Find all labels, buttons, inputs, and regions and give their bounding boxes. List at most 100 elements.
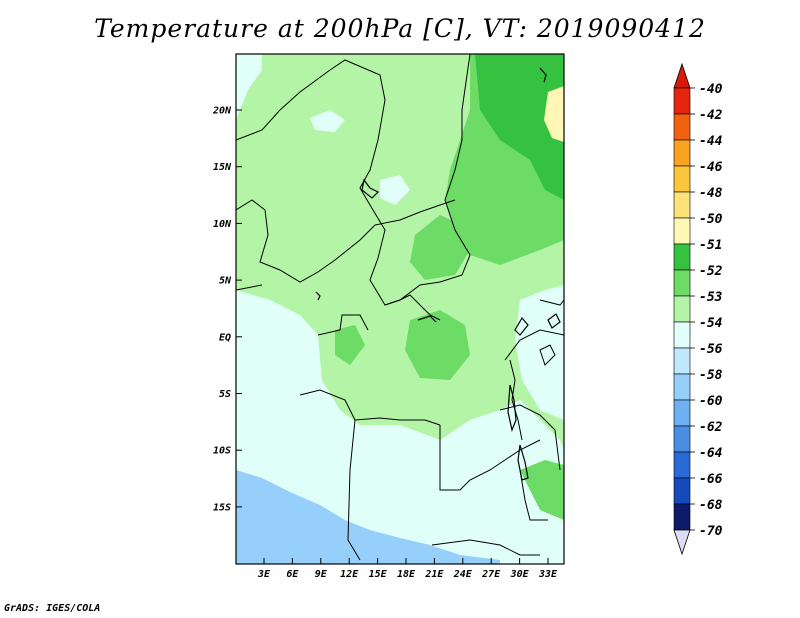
fill-minus-52-patch [335, 325, 365, 365]
lon-tick-label: 27E [481, 569, 501, 580]
lon-tick-label: 15E [369, 569, 388, 580]
colorbar-label: -58 [699, 368, 723, 383]
colorbar-swatch [673, 347, 691, 375]
border-line [499, 404, 561, 471]
colorbar-label: -64 [699, 446, 723, 461]
border-line [374, 199, 456, 226]
lon-tick-label: 3E [257, 569, 271, 580]
colorbar-label: -56 [699, 342, 723, 357]
colorbar-swatch [673, 243, 691, 271]
fill-minus-56-southwest [236, 470, 500, 564]
border-line [347, 419, 361, 561]
fill-minus-52-southeast [520, 460, 564, 520]
lake-outline [417, 315, 437, 323]
lat-tick-label: EQ [219, 332, 231, 343]
border-line [384, 294, 441, 321]
colorbar-label: -53 [699, 290, 723, 305]
border-line [236, 284, 263, 291]
lake-outline [514, 316, 529, 336]
colorbar-swatch [673, 269, 691, 297]
colorbar-swatch [673, 399, 691, 427]
colorbar-top-arrow [673, 62, 691, 89]
colorbar-label: -48 [699, 186, 723, 201]
colorbar-label: -62 [699, 420, 723, 435]
lake-outline [539, 67, 547, 83]
border-line [439, 425, 541, 491]
map-frame [235, 53, 565, 565]
fill-minus-51-northeast [475, 54, 564, 200]
lakes [315, 67, 561, 481]
fill-minus-54-northwest [236, 54, 262, 120]
border-line [539, 299, 564, 306]
fill-minus-52-basin [405, 310, 470, 380]
border-line [317, 314, 369, 336]
colorbar-swatch [673, 477, 691, 505]
fill-minus-54-south [236, 290, 564, 564]
lat-tick-label: 20N [212, 106, 232, 117]
border-line [504, 329, 564, 361]
colorbar-label: -70 [699, 524, 723, 539]
colorbar-swatch [673, 87, 691, 115]
colorbar-swatch [673, 191, 691, 219]
fill-minus-52-central [410, 215, 470, 280]
lat-tick-label: 15S [213, 502, 231, 513]
colorbar-swatch [673, 451, 691, 479]
colorbar-label: -46 [699, 160, 723, 175]
lat-tick-label: 5S [219, 389, 231, 400]
colorbar-label: -68 [699, 498, 723, 513]
border-line [519, 469, 548, 521]
lat-tick-label: 15N [213, 162, 232, 173]
fill-minus-54-patch-1 [310, 110, 345, 132]
colorbar-swatch [673, 425, 691, 453]
border-line [236, 199, 376, 283]
temperature-field [236, 54, 564, 564]
colorbar-label: -66 [699, 472, 723, 487]
colorbar-swatch [673, 373, 691, 401]
lake-outline [507, 384, 517, 433]
colorbar-label: -52 [699, 264, 723, 279]
lat-tick-label: 5N [219, 276, 232, 287]
lon-tick-label: 18E [397, 569, 416, 580]
colorbar-label: -51 [699, 238, 722, 253]
colorbar-swatch [673, 321, 691, 349]
credit-text: GrADS: IGES/COLA [4, 603, 101, 614]
fill-minus-54-east [515, 285, 564, 420]
colorbar-label: -50 [699, 212, 723, 227]
border-line [509, 359, 523, 441]
map-title: Temperature at 200hPa [C], VT: 201909041… [94, 14, 706, 43]
border-line [299, 389, 441, 426]
colorbar-label: -42 [699, 108, 723, 123]
longitude-axis: 3E 6E 9E 12E 15E 18E 21E 24E 27E 30E 33E [257, 558, 558, 580]
colorbar-label: -60 [699, 394, 723, 409]
colorbar-swatch [673, 295, 691, 323]
colorbar-label: -44 [699, 134, 723, 149]
lake-outline [315, 291, 321, 301]
colorbar: -40 -42 -44 -46 -48 -50 -51 -52 -53 -54 -56 -58 -60 -… [673, 62, 723, 556]
border-line [431, 539, 540, 556]
country-borders [236, 54, 564, 561]
border-line [236, 54, 471, 306]
colorbar-swatch [673, 113, 691, 141]
colorbar-bottom-arrow [673, 529, 691, 556]
lon-tick-label: 6E [286, 569, 299, 580]
border-line [539, 344, 556, 366]
colorbar-swatch [673, 165, 691, 193]
colorbar-swatch [673, 139, 691, 167]
lat-tick-label: 10N [213, 219, 232, 230]
latitude-axis: 20N 15N 10N 5N EQ 5S 10S 15S [212, 106, 242, 513]
lon-tick-label: 12E [340, 569, 359, 580]
lon-tick-label: 30E [510, 569, 530, 580]
lon-tick-label: 33E [538, 569, 558, 580]
lon-tick-label: 21E [424, 569, 444, 580]
fill-minus-54-patch-2 [380, 175, 410, 205]
lake-outline [547, 313, 561, 329]
lat-tick-label: 10S [213, 446, 231, 457]
lake-outline [361, 178, 380, 199]
colorbar-swatch [673, 503, 691, 531]
lon-tick-label: 24E [453, 569, 473, 580]
colorbar-swatch [673, 217, 691, 245]
fill-minus-50-northeast [544, 86, 564, 142]
colorbar-label: -40 [699, 82, 723, 97]
lake-outline [517, 444, 529, 481]
